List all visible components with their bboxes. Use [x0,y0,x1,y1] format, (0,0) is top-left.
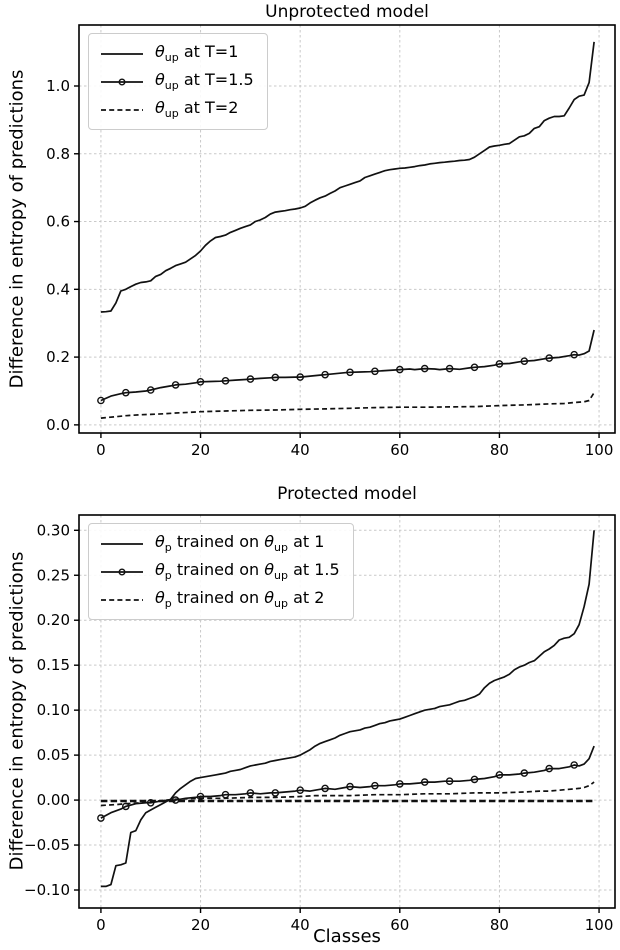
x-tick-label: 20 [191,441,210,459]
x-tick-label: 100 [585,441,614,459]
data-point-marker [371,781,379,790]
x-tick-label: 100 [585,916,614,934]
x-tick-label: 80 [490,916,509,934]
x-axis-label-classes: Classes [313,926,381,947]
x-tick-label: 60 [390,441,409,459]
data-point-marker [420,778,429,786]
y-tick-label: 0.20 [37,611,70,629]
theta-p-trained-on-theta-up-at-1-line [100,530,595,888]
x-tick-label: 20 [191,916,210,934]
data-point-marker [196,377,205,386]
data-point-marker [146,386,155,394]
y-tick-label: 0.0 [46,416,70,434]
data-point-marker [420,364,429,373]
legend-item: θp trained on θup at 1 [99,530,340,557]
data-point-marker [520,769,529,777]
theta-p-trained-on-theta-up-at-1-5-line [100,745,595,819]
data-point-marker [271,373,280,382]
data-point-marker [395,780,404,788]
data-point-marker [495,771,504,779]
theta-p-trained-on-theta-up-at-2-line [100,781,595,807]
y-tick-label: 0.8 [46,145,70,163]
data-point-marker [346,782,354,791]
plot-border [78,514,616,909]
data-point-marker [395,365,404,374]
data-point-marker [545,354,554,362]
x-tick-label: 0 [96,441,106,459]
data-point-marker [470,363,479,372]
legend-line-sample-solid [101,52,143,55]
legend-line-sample-marker [101,567,143,575]
data-point-marker [495,360,504,368]
y-tick-label: 0.05 [37,746,70,764]
data-point-marker [97,814,105,822]
x-tick-label: 0 [96,916,106,934]
unprotected-model-chart: Unprotected model Difference in entropy … [0,0,620,460]
legend-label: θup at T=1.5 [155,70,254,93]
y-tick-label: −0.10 [24,881,70,899]
theta-up-at-T1-line [100,41,595,313]
legend-label: θp trained on θup at 1.5 [155,560,340,583]
data-point-marker [520,357,529,366]
y-tick-label: 0.30 [37,521,70,539]
legend-line-sample-dashed [101,598,143,601]
theta-up-at-T2-line [100,392,595,419]
data-point-marker [146,798,155,807]
x-tick-label: 80 [490,441,509,459]
y-tick-label: 1.0 [46,77,70,95]
data-point-marker [246,789,255,797]
data-point-marker [570,350,579,359]
x-tick-label: 40 [291,916,310,934]
legend-line-sample-marker [101,77,143,85]
data-point-marker [122,388,130,397]
data-point-marker [221,376,230,385]
protected-model-chart: Protected model Difference in entropy of… [0,478,620,950]
legend-line-sample-dashed [101,108,143,111]
data-point-marker [545,764,554,773]
y-tick-label: 0.2 [46,348,70,366]
legend-item: θup at T=1.5 [99,68,254,95]
data-point-marker [445,777,454,786]
data-point-marker [296,786,305,795]
data-point-marker [445,364,454,373]
theta-up-at-T1-5-line [100,329,595,402]
data-point-marker [196,792,205,801]
data-point-marker [296,373,305,381]
legend-line-sample-solid [101,542,143,545]
data-point-marker [470,775,479,784]
x-tick-label: 60 [390,916,409,934]
legend-item: θup at T=2 [99,96,254,123]
unprotected-legend: θup at T=1 θup at T=1.5 θup at T=2 [88,33,268,130]
y-tick-label: 0.00 [37,791,70,809]
data-point-marker [371,367,379,376]
y-tick-label: 0.25 [37,566,70,584]
chart-title-unprotected: Unprotected model [265,2,429,22]
data-point-marker [97,396,105,405]
legend-item: θup at T=1 [99,40,254,67]
protected-legend: θp trained on θup at 1 θp trained on θup … [88,523,354,620]
data-point-marker [321,784,329,793]
data-point-marker [171,381,180,389]
y-tick-label: 0.10 [37,701,70,719]
data-point-marker [570,761,579,769]
legend-item: θp trained on θup at 2 [99,586,340,613]
data-point-marker [346,368,354,377]
chart-title-protected: Protected model [277,484,417,504]
y-tick-label: 0.4 [46,280,70,298]
plot-border [78,24,616,434]
y-tick-label: 0.6 [46,213,70,231]
legend-label: θp trained on θup at 2 [155,588,325,611]
unprotected-plot-canvas: 0 20 40 60 80 100 0.0 0.2 0.4 0.6 0.8 1.0 [46,24,616,459]
y-tick-label: −0.05 [24,836,70,854]
data-point-marker [321,370,329,379]
legend-label: θup at T=1 [155,42,239,65]
legend-label: θup at T=2 [155,98,239,121]
data-point-marker [246,375,255,383]
x-tick-label: 40 [291,441,310,459]
legend-label: θp trained on θup at 1 [155,532,325,555]
y-tick-label: 0.15 [37,656,70,674]
data-point-marker [271,789,280,797]
legend-item: θp trained on θup at 1.5 [99,558,340,585]
